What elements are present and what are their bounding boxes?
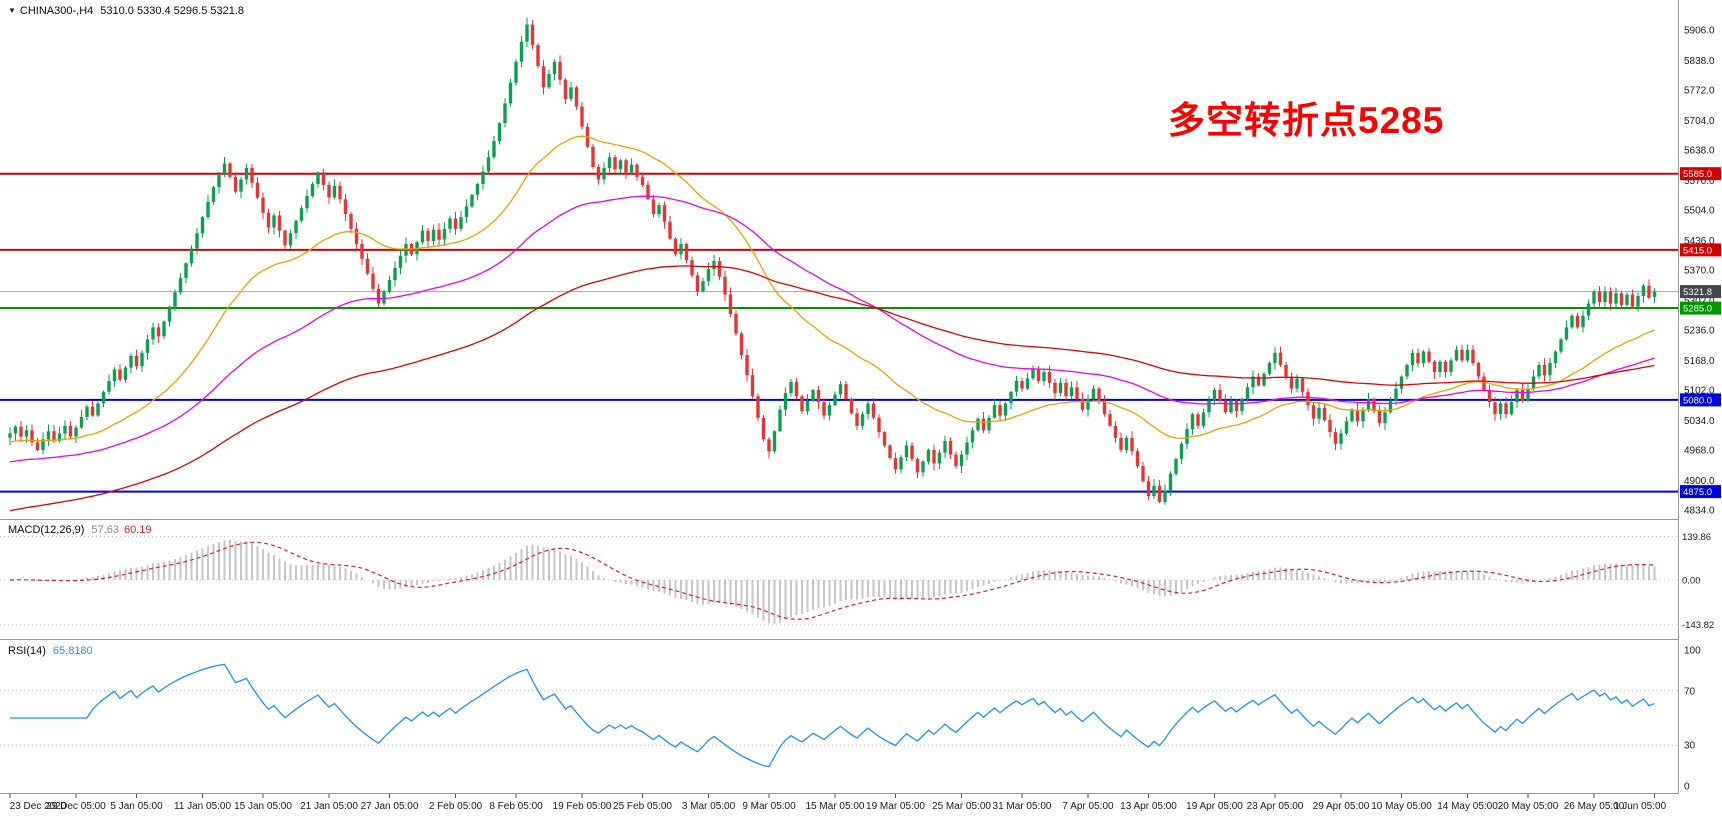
candlestick-series [8, 17, 1657, 505]
rsi-indicator-label: RSI(14) 65.8180 [8, 645, 93, 657]
svg-text:4900.0: 4900.0 [1684, 476, 1715, 487]
horizontal-levels[interactable] [0, 172, 1678, 493]
macd-axis[interactable]: 139.86 0.00 -143.82 [1682, 532, 1714, 631]
svg-text:5080.0: 5080.0 [1683, 395, 1712, 406]
svg-text:4834.0: 4834.0 [1684, 506, 1715, 517]
macd-signal-value: 60.19 [123, 524, 152, 536]
svg-text:26 May 05:00: 26 May 05:00 [1564, 801, 1625, 812]
svg-text:29 Dec 05:00: 29 Dec 05:00 [46, 801, 106, 812]
svg-text:0.00: 0.00 [1682, 576, 1701, 587]
svg-text:30: 30 [1684, 741, 1696, 752]
symbol-timeframe-label: CHINA300-,H4 [19, 5, 94, 17]
ma-fast-line [9, 135, 1655, 443]
svg-text:31 Mar 05:00: 31 Mar 05:00 [993, 801, 1052, 812]
price-badges: 5585.0 5415.0 5285.0 5080.0 4875.0 5321.8 [1680, 167, 1721, 499]
macd-signal [9, 541, 1655, 620]
svg-text:139.86: 139.86 [1682, 532, 1711, 543]
rsi-axis[interactable]: 100 70 30 0 [1684, 646, 1701, 793]
rsi-level-lines [0, 690, 1678, 746]
svg-text:23 Dec 2020: 23 Dec 2020 [10, 801, 67, 812]
svg-text:5370.0: 5370.0 [1684, 266, 1715, 277]
macd-histogram [14, 540, 1656, 624]
svg-text:11 Jan 05:00: 11 Jan 05:00 [174, 801, 232, 812]
svg-text:25 Mar 05:00: 25 Mar 05:00 [932, 801, 991, 812]
svg-text:1 Jun 05:00: 1 Jun 05:00 [1614, 801, 1667, 812]
rsi-name: RSI(14) [8, 645, 46, 657]
svg-text:20 May 05:00: 20 May 05:00 [1498, 801, 1559, 812]
svg-text:5704.0: 5704.0 [1684, 116, 1715, 127]
price-axis[interactable]: 5906.0 5838.0 5772.0 5704.0 5638.0 5570.0 5504… [1684, 26, 1715, 517]
svg-text:21 Jan 05:00: 21 Jan 05:00 [300, 801, 358, 812]
symbol-dropdown-icon[interactable]: ▼ [8, 6, 16, 15]
svg-text:5415.0: 5415.0 [1683, 245, 1712, 256]
svg-text:5638.0: 5638.0 [1684, 146, 1715, 157]
price-badge [1680, 485, 1721, 499]
svg-text:15 Jan 05:00: 15 Jan 05:00 [234, 801, 292, 812]
svg-text:2 Feb 05:00: 2 Feb 05:00 [429, 801, 483, 812]
price-badge [1680, 243, 1721, 257]
svg-text:23 Apr 05:00: 23 Apr 05:00 [1247, 801, 1304, 812]
title-ohlc-values: 5310.0 5330.4 5296.5 5321.8 [100, 5, 245, 17]
svg-text:29 Apr 05:00: 29 Apr 05:00 [1313, 801, 1370, 812]
chart-title: ▼ CHINA300-,H4 5310.0 5330.4 5296.5 5321.8 [8, 5, 244, 17]
svg-text:7 Apr 05:00: 7 Apr 05:00 [1062, 801, 1114, 812]
moving-averages [9, 135, 1655, 512]
svg-text:5236.0: 5236.0 [1684, 326, 1715, 337]
macd-main-value: 57.63 [91, 524, 119, 536]
svg-text:9 Mar 05:00: 9 Mar 05:00 [742, 801, 796, 812]
svg-text:5102.0: 5102.0 [1684, 386, 1715, 397]
svg-text:19 Apr 05:00: 19 Apr 05:00 [1186, 801, 1243, 812]
price-badge [1680, 301, 1721, 315]
price-badge [1680, 167, 1721, 181]
svg-text:5168.0: 5168.0 [1684, 356, 1715, 367]
svg-text:13 Apr 05:00: 13 Apr 05:00 [1120, 801, 1177, 812]
svg-text:5570.0: 5570.0 [1684, 176, 1715, 187]
svg-text:5302.0: 5302.0 [1684, 296, 1715, 307]
svg-text:5504.0: 5504.0 [1684, 206, 1715, 217]
svg-text:5906.0: 5906.0 [1684, 26, 1715, 37]
svg-text:-143.82: -143.82 [1682, 620, 1714, 631]
rsi-value: 65.8180 [52, 645, 93, 657]
svg-text:19 Mar 05:00: 19 Mar 05:00 [866, 801, 925, 812]
price-badge [1680, 285, 1721, 299]
svg-text:15 Mar 05:00: 15 Mar 05:00 [806, 801, 865, 812]
panel-frame [0, 0, 1679, 794]
macd-name: MACD(12,26,9) [8, 524, 85, 536]
svg-text:5 Jan 05:00: 5 Jan 05:00 [110, 801, 163, 812]
svg-text:3 Mar 05:00: 3 Mar 05:00 [682, 801, 736, 812]
svg-text:4968.0: 4968.0 [1684, 446, 1715, 457]
svg-text:8 Feb 05:00: 8 Feb 05:00 [489, 801, 543, 812]
macd-signal-line [9, 541, 1655, 620]
svg-text:25 Feb 05:00: 25 Feb 05:00 [613, 801, 672, 812]
svg-text:27 Jan 05:00: 27 Jan 05:00 [361, 801, 419, 812]
svg-text:19 Feb 05:00: 19 Feb 05:00 [553, 801, 612, 812]
price-badge [1680, 393, 1721, 407]
svg-text:10 May 05:00: 10 May 05:00 [1371, 801, 1432, 812]
svg-text:100: 100 [1684, 646, 1701, 657]
svg-text:5585.0: 5585.0 [1683, 169, 1712, 180]
chart-annotation-text[interactable]: 多空转折点5285 [1168, 100, 1445, 141]
ma-slow-line [9, 265, 1655, 512]
rsi-line [10, 663, 1655, 768]
rsi-series [10, 663, 1655, 768]
svg-text:5436.0: 5436.0 [1684, 236, 1715, 247]
svg-text:5321.8: 5321.8 [1683, 287, 1712, 298]
svg-text:14 May 05:00: 14 May 05:00 [1437, 801, 1498, 812]
svg-text:5838.0: 5838.0 [1684, 56, 1715, 67]
svg-text:70: 70 [1684, 686, 1696, 697]
svg-text:5034.0: 5034.0 [1684, 416, 1715, 427]
svg-text:5772.0: 5772.0 [1684, 86, 1715, 97]
svg-text:0: 0 [1684, 782, 1690, 793]
ma-mid-line [9, 195, 1655, 463]
macd-indicator-label: MACD(12,26,9) 57.63 60.19 [8, 524, 151, 536]
svg-text:5285.0: 5285.0 [1683, 304, 1712, 315]
svg-text:4875.0: 4875.0 [1683, 487, 1712, 498]
